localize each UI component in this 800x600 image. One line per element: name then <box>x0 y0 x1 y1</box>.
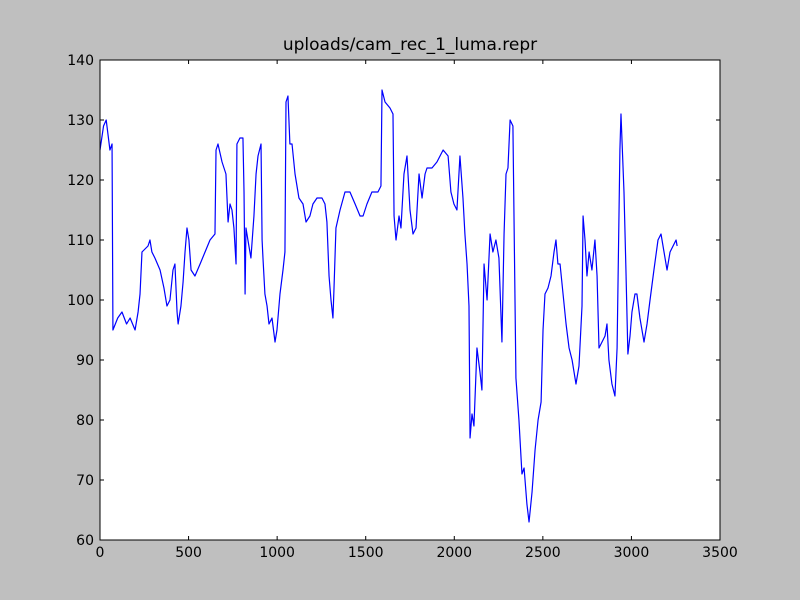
y-tick-label: 130 <box>67 113 94 129</box>
y-tick-label: 110 <box>67 233 94 249</box>
y-tick-label: 100 <box>67 293 94 309</box>
plot-area <box>100 60 720 540</box>
x-tick-label: 3000 <box>614 545 650 561</box>
x-tick-label: 3500 <box>702 545 738 561</box>
x-tick-label: 2000 <box>436 545 472 561</box>
y-tick-label: 70 <box>76 473 94 489</box>
x-tick-label: 1000 <box>259 545 295 561</box>
y-tick-label: 80 <box>76 413 94 429</box>
y-tick-label: 90 <box>76 353 94 369</box>
y-tick-label: 140 <box>67 53 94 69</box>
x-tick-label: 1500 <box>348 545 384 561</box>
y-tick-label: 120 <box>67 173 94 189</box>
x-tick-label: 500 <box>175 545 202 561</box>
x-tick-label: 0 <box>96 545 105 561</box>
y-tick-label: 60 <box>76 533 94 549</box>
data-line <box>99 89 678 523</box>
chart-title: uploads/cam_rec_1_luma.repr <box>283 35 537 55</box>
x-tick-label: 2500 <box>525 545 561 561</box>
